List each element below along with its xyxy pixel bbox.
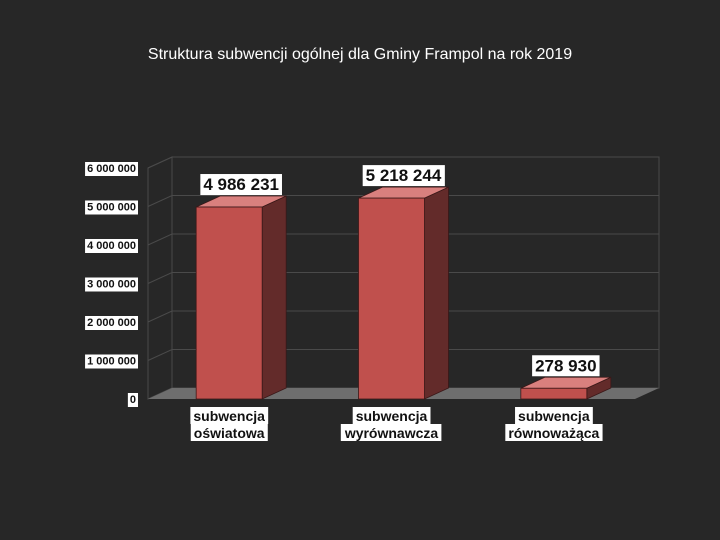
x-category-label: subwencja — [193, 408, 265, 424]
gridline — [147, 156, 659, 169]
x-category-label-bg — [340, 424, 442, 441]
y-tick-label: 6 000 000 — [87, 163, 136, 175]
gridline — [147, 272, 659, 284]
gridline — [147, 195, 659, 207]
bar-layer — [195, 186, 612, 400]
bar-value-label: 5 218 244 — [366, 166, 442, 185]
y-tick-label: 4 000 000 — [87, 240, 136, 252]
y-tick-label-bg — [85, 354, 138, 369]
x-category-label: równoważąca — [508, 425, 599, 441]
x-category-label-bg — [190, 407, 269, 424]
bar-value-label-bg — [532, 355, 600, 377]
bar — [520, 387, 588, 400]
y-tick-label-bg — [85, 316, 138, 330]
gridline — [147, 233, 659, 246]
bar-side — [424, 186, 449, 400]
x-category-label: subwencja — [518, 408, 590, 424]
y-tick-label-bg — [85, 200, 138, 215]
x-category-label: oświatowa — [194, 425, 265, 441]
gridline — [147, 349, 659, 361]
y-tick-label-bg — [85, 162, 138, 176]
bar-value-label-bg — [362, 165, 445, 187]
label-layer: 0 1 000 000 2 000 000 3 000 000 4 000 000 5 0… — [85, 162, 603, 441]
x-category-label-bg — [515, 407, 593, 424]
bar — [195, 206, 263, 400]
chart-title: Struktura subwencji ogólnej dla Gminy Fr… — [147, 46, 573, 63]
bar-value-label: 4 986 231 — [203, 175, 279, 194]
y-tick-label-bg — [85, 239, 138, 253]
y-tick-label: 3 000 000 — [87, 279, 136, 291]
y-tick-label: 0 — [130, 394, 136, 406]
x-category-label: wyrównawcza — [344, 425, 439, 441]
x-category-label-bg — [505, 424, 603, 441]
gridline — [147, 310, 659, 323]
x-category-label-bg — [190, 424, 268, 441]
y-tick-label: 2 000 000 — [87, 317, 136, 329]
bar-value-label-bg — [200, 174, 282, 196]
y-tick-label-bg — [127, 393, 138, 407]
bar — [358, 197, 425, 400]
bar-value-label: 278 930 — [535, 356, 596, 375]
y-tick-label: 5 000 000 — [87, 202, 136, 214]
bar-side — [261, 195, 287, 400]
x-category-label-bg — [352, 407, 431, 424]
y-tick-label-bg — [85, 277, 138, 292]
y-tick-label: 1 000 000 — [87, 356, 136, 368]
x-category-label: subwencja — [356, 408, 428, 424]
